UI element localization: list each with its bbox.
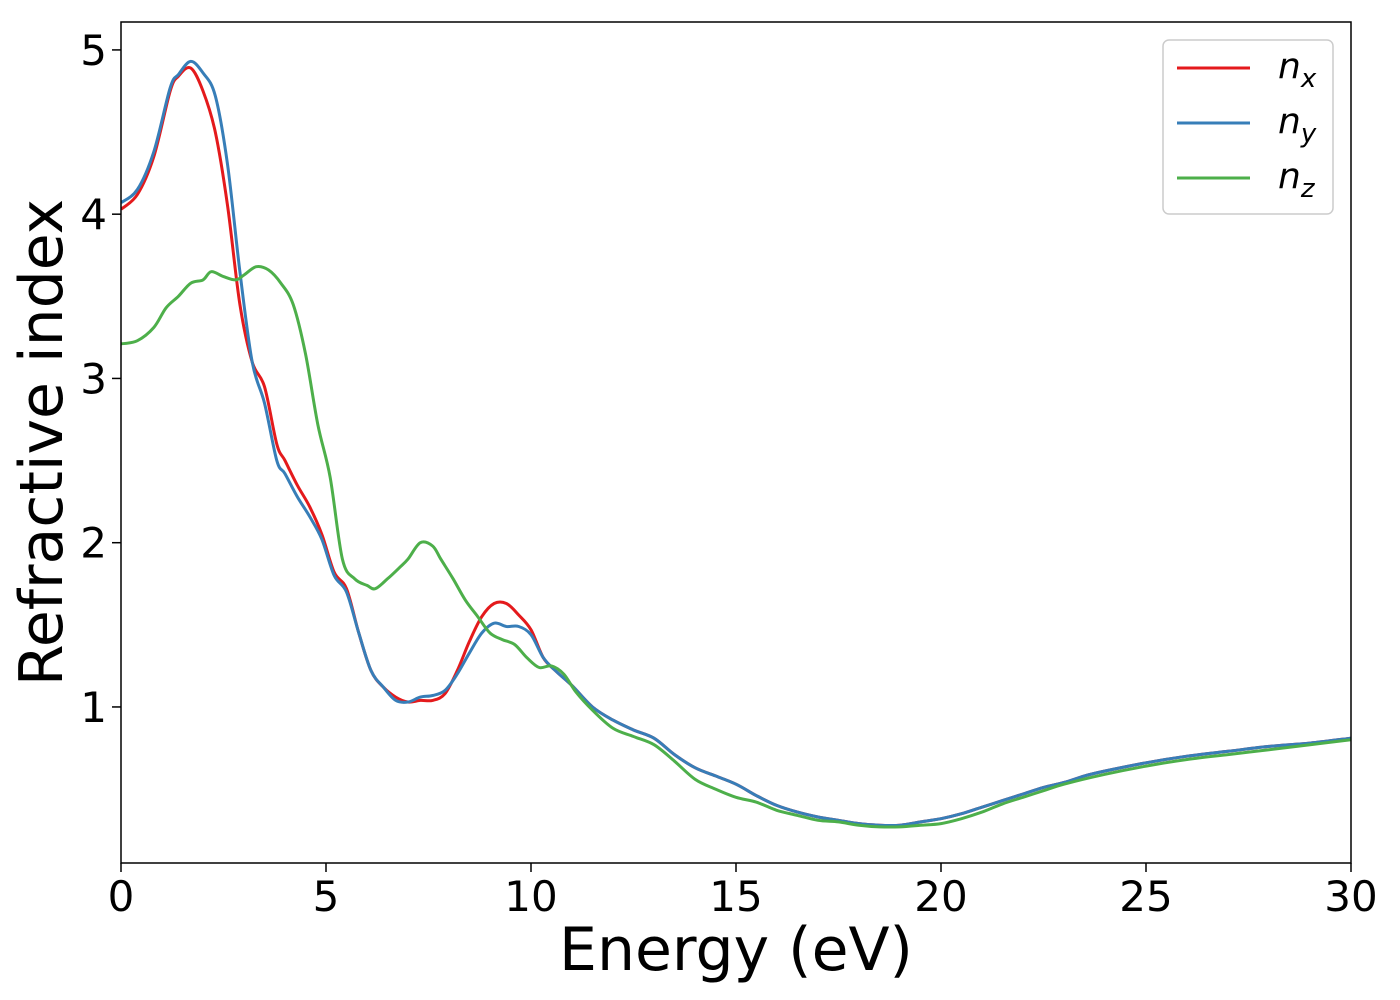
y-tick-label: 3 <box>80 354 107 403</box>
x-tick-label: 25 <box>1119 872 1172 921</box>
x-tick-label: 5 <box>313 872 340 921</box>
y-tick-label: 4 <box>80 190 107 239</box>
x-axis: 0 5 10 15 20 25 30 <box>108 863 1378 921</box>
legend: nx ny nz <box>1162 39 1334 215</box>
y-axis-label: Refractive index <box>7 199 77 686</box>
legend-label-z: nz <box>1278 156 1316 204</box>
series-line-y <box>121 59 1351 828</box>
legend-label-y: ny <box>1278 101 1317 149</box>
series-line-z <box>121 264 1351 829</box>
x-axis-label: Energy (eV) <box>559 915 913 985</box>
plot-area <box>121 22 1351 863</box>
y-axis: 1 2 3 4 5 <box>80 26 121 732</box>
x-tick-label: 10 <box>504 872 557 921</box>
x-tick-label: 20 <box>914 872 967 921</box>
series-layer <box>121 59 1351 829</box>
y-tick-label: 5 <box>80 26 107 75</box>
y-tick-label: 1 <box>80 683 107 732</box>
x-tick-label: 15 <box>709 872 762 921</box>
legend-box <box>1162 39 1334 215</box>
x-tick-label: 30 <box>1324 872 1377 921</box>
y-tick-label: 2 <box>80 519 107 568</box>
x-tick-label: 0 <box>108 872 135 921</box>
legend-label-x: nx <box>1278 46 1317 94</box>
